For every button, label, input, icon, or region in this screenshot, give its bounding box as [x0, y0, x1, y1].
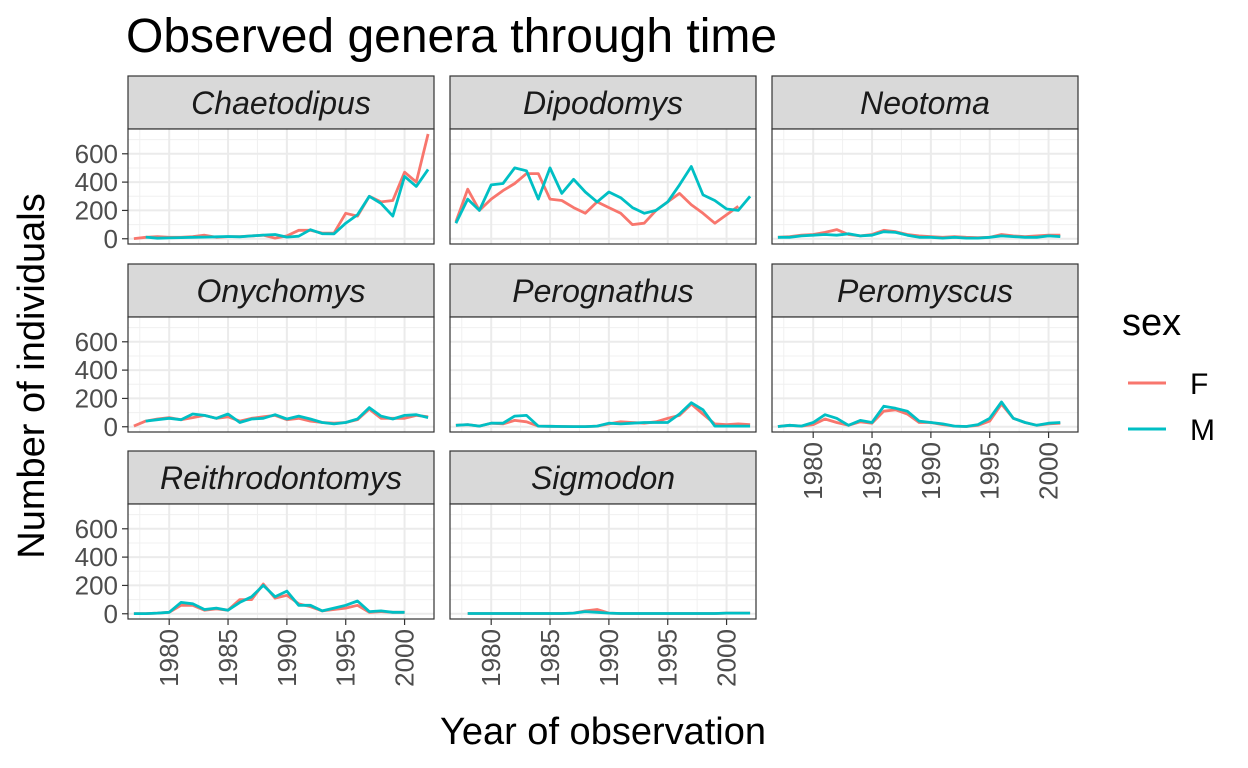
panel-sigmodon: Sigmodon 1980 1985 1990 1995 2000 [449, 450, 757, 687]
strip-sigmodon [449, 450, 757, 505]
panel-border-perognathus [449, 316, 757, 433]
x-tick-label: 1990 [916, 442, 946, 500]
panel-dipodomys: Dipodomys [449, 75, 757, 245]
plot-bg-neotoma [772, 129, 1078, 244]
series-line-m-perognathus [455, 401, 751, 428]
panel-neotoma: Neotoma [771, 75, 1079, 245]
y-tick-label: 600 [75, 139, 118, 169]
panel-peromyscus: Peromyscus 1980 1985 1990 1995 2000 [771, 263, 1079, 500]
y-tick-label: 200 [75, 570, 118, 600]
x-tick-label: 1985 [213, 629, 243, 687]
y-tick-label: 200 [75, 195, 118, 225]
x-tick-label: 2000 [390, 629, 420, 687]
plot-bg-onychomys [128, 317, 434, 432]
strip-peromyscus [771, 263, 1079, 318]
y-tick-label: 600 [75, 327, 118, 357]
strip-label-chaetodipus: Chaetodipus [191, 85, 371, 121]
series-line-m-reithrodontomys [133, 584, 405, 615]
chart-title: Observed genera through time [126, 10, 777, 63]
series-line-m-peromyscus [777, 400, 1061, 428]
series-line-m-neotoma [777, 230, 1061, 240]
strip-neotoma [771, 75, 1079, 130]
panel-border-peromyscus [771, 316, 1079, 433]
strip-label-peromyscus: Peromyscus [837, 273, 1013, 309]
panel-border-neotoma [771, 128, 1079, 245]
x-tick-label: 1985 [857, 442, 887, 500]
series-line-m-dipodomys [454, 165, 752, 224]
strip-label-dipodomys: Dipodomys [523, 85, 683, 121]
x-tick-label: 1995 [975, 442, 1005, 500]
panel-perognathus: Perognathus [449, 263, 757, 433]
strip-reithrodontomys [127, 450, 435, 505]
legend-title: sex [1122, 302, 1181, 344]
x-tick-label: 2000 [712, 629, 742, 687]
x-tick-label: 1995 [653, 629, 683, 687]
x-tick-label: 1995 [331, 629, 361, 687]
series-line-m-sigmodon [467, 610, 751, 615]
panel-border-onychomys [127, 316, 435, 433]
plot-bg-sigmodon [450, 504, 756, 619]
series-line-m-chaetodipus [145, 168, 430, 240]
x-tick-label: 1980 [154, 629, 184, 687]
plot-bg-reithrodontomys [128, 504, 434, 619]
plot-bg-chaetodipus [128, 129, 434, 244]
x-tick-label: 1990 [272, 629, 302, 687]
legend: sex F M [1122, 302, 1215, 447]
strip-label-neotoma: Neotoma [860, 85, 990, 121]
x-tick-label: 1985 [535, 629, 565, 687]
y-axis-title: Number of individuals [11, 193, 53, 558]
plot-bg-dipodomys [450, 129, 756, 244]
strip-label-sigmodon: Sigmodon [531, 460, 675, 496]
y-tick-label: 400 [75, 167, 118, 197]
panel-border-reithrodontomys [127, 503, 435, 620]
x-tick-label: 1980 [476, 629, 506, 687]
strip-chaetodipus [127, 75, 435, 130]
x-tick-label: 1980 [798, 442, 828, 500]
panel-border-chaetodipus [127, 128, 435, 245]
y-tick-label: 400 [75, 542, 118, 572]
y-tick-label: 400 [75, 355, 118, 385]
strip-label-onychomys: Onychomys [197, 273, 366, 309]
x-tick-label: 1990 [594, 629, 624, 687]
y-tick-label: 0 [104, 599, 118, 629]
y-tick-label: 0 [104, 224, 118, 254]
plot-bg-peromyscus [772, 317, 1078, 432]
y-tick-label: 0 [104, 412, 118, 442]
strip-dipodomys [449, 75, 757, 130]
legend-label-m: M [1190, 414, 1215, 447]
y-tick-label: 200 [75, 383, 118, 413]
legend-label-f: F [1190, 368, 1208, 401]
x-tick-label: 2000 [1034, 442, 1064, 500]
plot-bg-perognathus [450, 317, 756, 432]
series-line-m-onychomys [145, 406, 429, 426]
panel-border-dipodomys [449, 128, 757, 245]
x-axis-title: Year of observation [440, 711, 766, 753]
strip-label-perognathus: Perognathus [512, 273, 693, 309]
y-tick-label: 600 [75, 514, 118, 544]
panel-border-sigmodon [449, 503, 757, 620]
strip-onychomys [127, 263, 435, 318]
strip-label-reithrodontomys: Reithrodontomys [160, 460, 402, 496]
